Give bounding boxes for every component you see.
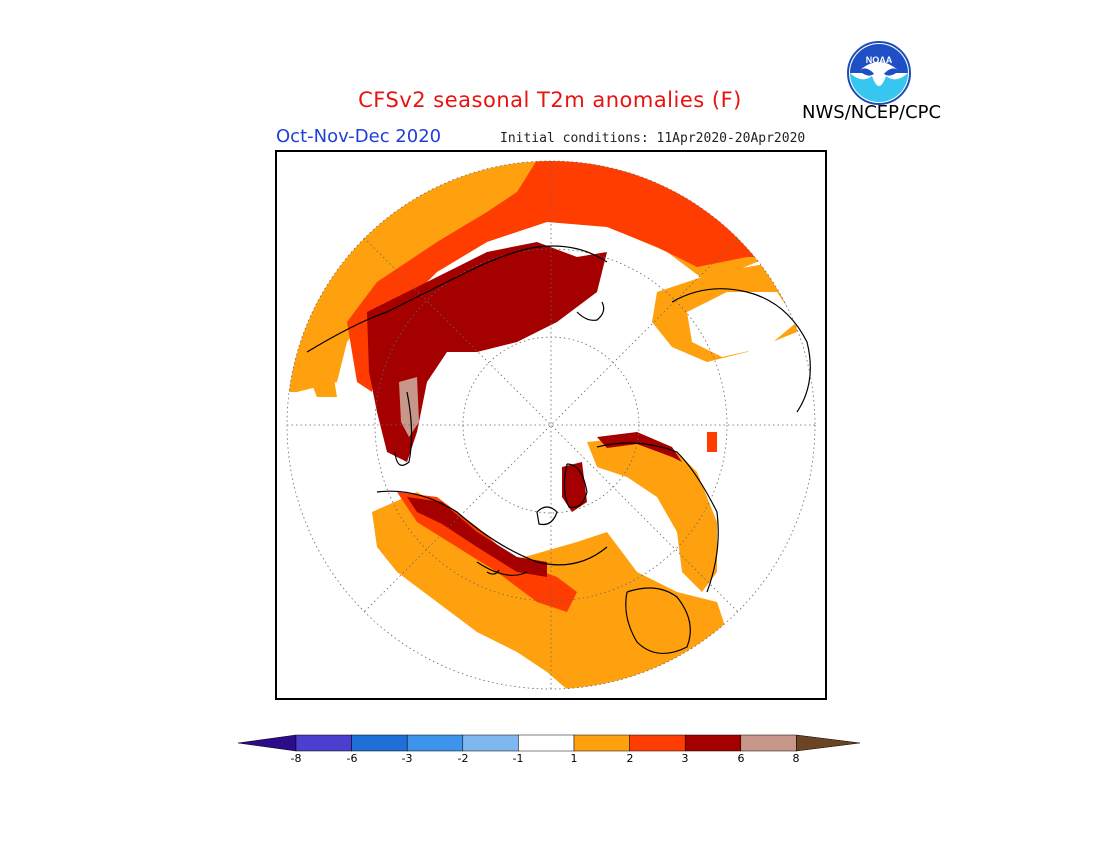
season-label: Oct-Nov-Dec 2020 [276,126,442,147]
legend-tick-label: 6 [737,752,745,765]
legend-bin [740,734,797,752]
legend-tick-label: -3 [401,752,413,765]
legend-arrow-high [796,734,861,752]
legend-tick-label: -2 [457,752,469,765]
legend-bin [573,734,630,752]
legend-arrow-low [237,734,297,752]
color-legend [237,732,862,758]
polar-map [286,160,816,690]
legend-tick-label: 8 [792,752,800,765]
anomaly-region-darkred-south [407,497,547,577]
legend-bin [629,734,686,752]
legend-tick-label: 2 [626,752,634,765]
anomaly-region-orange-asia [587,437,717,592]
color-legend-bar [237,734,861,752]
legend-bin [462,734,519,752]
anomaly-region-darkred-coast [597,432,682,462]
logo-text: NOAA [866,55,893,65]
anomaly-region-darkred-island [562,462,587,512]
legend-tick-label: -1 [512,752,524,765]
chart-title: CFSv2 seasonal T2m anomalies (F) [358,88,742,112]
legend-tick-label: 3 [681,752,689,765]
legend-tick-label: 1 [570,752,578,765]
anomaly-region-orange-west [307,367,337,397]
legend-tick-label: -6 [346,752,358,765]
initial-conditions-label: Initial conditions: 11Apr2020-20Apr2020 [500,131,806,146]
anomaly-region-red-spot [707,432,717,452]
polar-map-panel [275,150,827,700]
noaa-logo-icon: NOAA [847,41,911,105]
legend-bin [518,734,575,752]
agency-label: NWS/NCEP/CPC [802,102,942,123]
legend-bin [684,734,742,752]
legend-bin [406,734,464,752]
anomaly-region-darkred-north [367,242,607,462]
graticule [286,160,816,690]
anomaly-region-red-north [347,161,815,392]
legend-tick-label: -8 [290,752,302,765]
coastlines [306,245,811,654]
legend-bin [351,734,408,752]
legend-bin [295,734,352,752]
anomaly-region-white-east [687,292,797,357]
noaa-logo: NOAA [846,40,912,110]
